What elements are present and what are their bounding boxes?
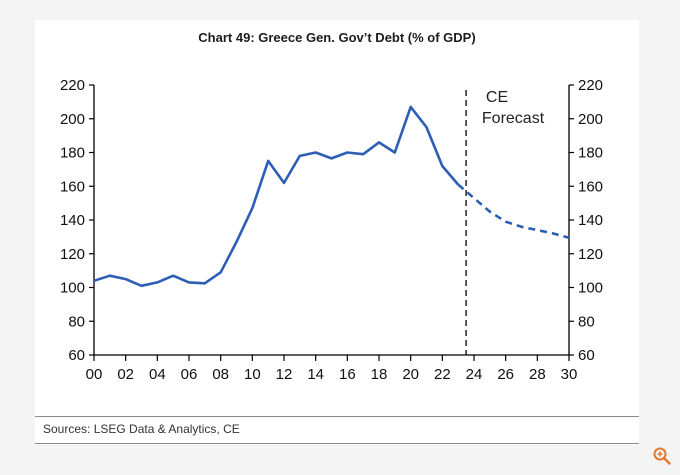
y-tick-label-left: 140 [60,212,85,229]
y-tick-label-left: 160 [60,178,85,195]
forecast-series-line [457,183,570,239]
x-tick-label: 16 [339,366,356,383]
y-tick-label-right: 180 [578,145,603,162]
y-tick-label-left: 60 [68,347,85,364]
chart-panel: Chart 49: Greece Gen. Gov’t Debt (% of G… [35,20,639,445]
x-tick-label: 14 [307,366,324,383]
annotation-line: CE [486,89,508,106]
actual-series-line [93,105,460,288]
y-tick-label-right: 60 [578,347,595,364]
zoom-icon[interactable] [652,446,672,466]
source-note: Sources: LSEG Data & Analytics, CE [43,422,240,436]
x-tick-label: 22 [434,366,451,383]
x-tick-label: 18 [371,366,388,383]
y-tick-label-left: 200 [60,111,85,128]
y-tick-label-right: 220 [578,77,603,94]
source-rule-bottom [35,443,639,444]
annotation-line: Forecast [482,110,545,127]
x-tick-label: 04 [149,366,166,383]
y-tick-label-right: 160 [578,178,603,195]
x-tick-label: 08 [212,366,229,383]
y-tick-label-right: 200 [578,111,603,128]
x-tick-label: 12 [276,366,293,383]
x-tick-label: 06 [181,366,198,383]
y-tick-label-right: 100 [578,280,603,297]
y-tick-label-left: 80 [68,313,85,330]
x-tick-label: 30 [561,366,578,383]
y-tick-label-left: 220 [60,77,85,94]
y-tick-label-right: 120 [578,246,603,263]
forecast-annotation: CE Forecast [482,89,545,127]
x-tick-label: 26 [497,366,514,383]
y-tick-label-left: 180 [60,145,85,162]
y-tick-label-right: 80 [578,313,595,330]
y-tick-label-left: 100 [60,280,85,297]
x-tick-label: 10 [244,366,261,383]
y-tick-label-left: 120 [60,246,85,263]
x-tick-label: 20 [402,366,419,383]
x-tick-label: 02 [117,366,134,383]
x-tick-label: 24 [466,366,483,383]
x-tick-label: 28 [529,366,546,383]
source-rule-top [35,416,639,417]
x-tick-label: 00 [86,366,103,383]
y-tick-label-right: 140 [578,212,603,229]
chart-title: Chart 49: Greece Gen. Gov’t Debt (% of G… [198,30,476,45]
